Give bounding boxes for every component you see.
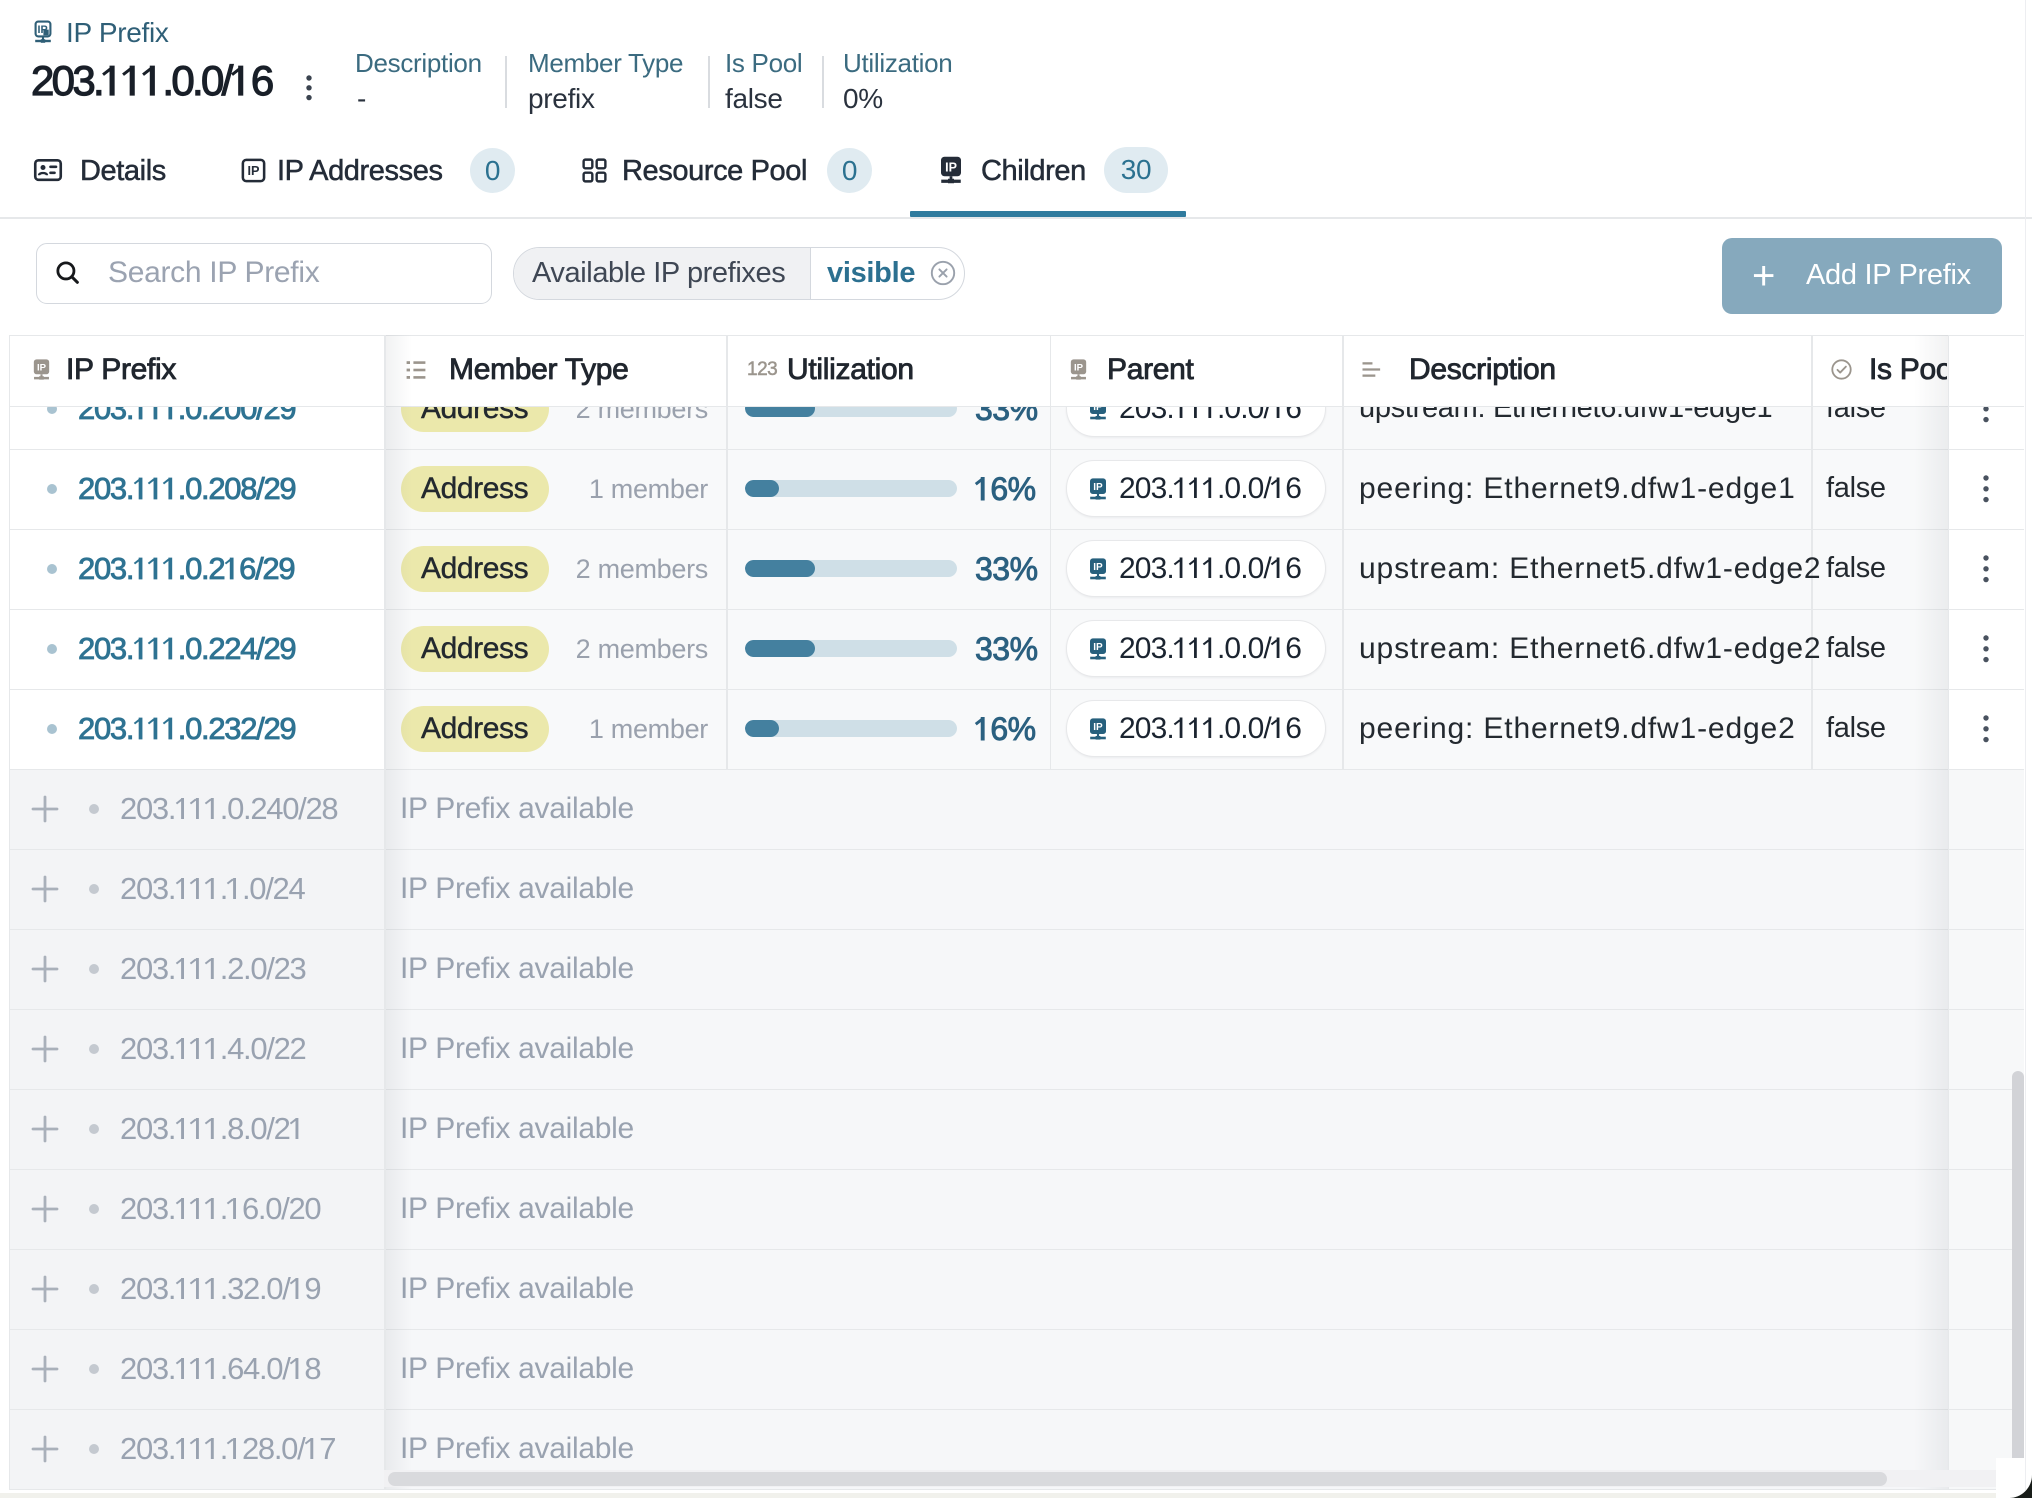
svg-text:IP: IP xyxy=(37,24,47,36)
svg-text:IP: IP xyxy=(1093,722,1103,733)
svg-text:IP: IP xyxy=(248,164,261,178)
svg-text:IP: IP xyxy=(1093,482,1103,493)
svg-text:IP: IP xyxy=(1093,562,1103,573)
svg-text:IP: IP xyxy=(1074,362,1084,373)
svg-text:IP: IP xyxy=(1093,642,1103,653)
svg-text:IP: IP xyxy=(37,362,47,373)
svg-text:IP: IP xyxy=(945,160,957,174)
svg-text:IP: IP xyxy=(1093,407,1103,413)
